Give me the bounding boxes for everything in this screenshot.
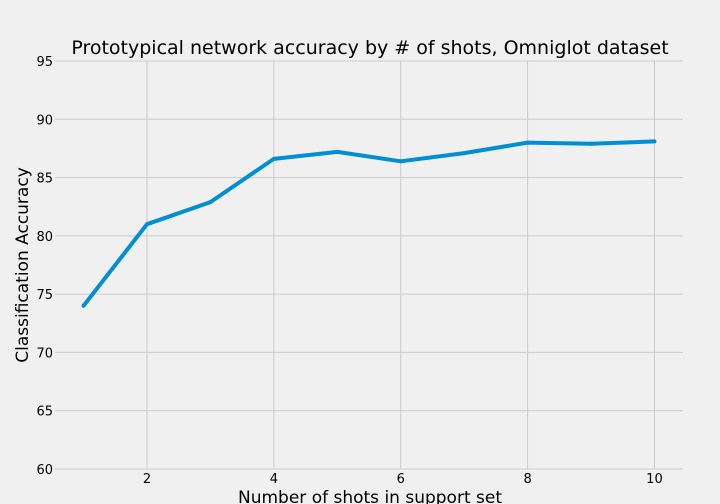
y-tick-label: 80 — [36, 230, 53, 245]
data-point — [589, 141, 594, 146]
y-tick-label: 65 — [36, 405, 53, 420]
x-axis-title: Number of shots in support set — [238, 488, 502, 504]
series-layer — [81, 139, 657, 308]
y-tick-label: 70 — [36, 346, 53, 361]
x-tick-label: 8 — [523, 472, 531, 487]
chart-title: Prototypical network accuracy by # of sh… — [71, 37, 668, 59]
y-tick-label: 95 — [36, 55, 53, 70]
data-point — [144, 222, 149, 227]
y-tick-label: 75 — [36, 288, 53, 303]
grid — [55, 60, 683, 470]
data-point — [525, 140, 530, 145]
data-point — [398, 159, 403, 164]
y-tick-label: 85 — [36, 172, 53, 187]
data-point — [335, 149, 340, 154]
x-tick-label: 6 — [397, 472, 405, 487]
series-line — [81, 139, 655, 308]
data-point — [652, 139, 657, 144]
y-tick-label: 60 — [36, 463, 53, 478]
data-point — [462, 151, 467, 156]
x-tick-label: 2 — [143, 472, 151, 487]
data-point — [271, 156, 276, 161]
data-point — [81, 303, 86, 308]
tick-labels: 60 65 70 75 80 85 90 95 2 4 6 8 10 — [36, 55, 662, 487]
x-tick-label: 10 — [646, 472, 663, 487]
data-point — [208, 200, 213, 205]
x-tick-label: 4 — [270, 472, 278, 487]
y-tick-label: 90 — [36, 113, 53, 128]
y-axis-title: Classification Accuracy — [13, 167, 33, 363]
